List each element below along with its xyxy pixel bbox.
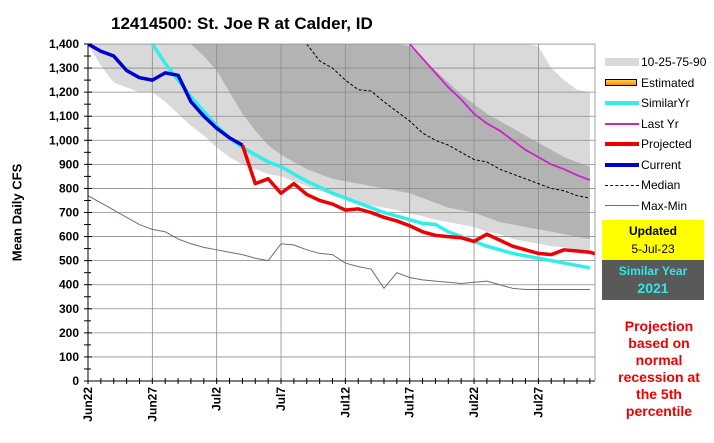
y-tick-label: 600 — [59, 230, 79, 244]
legend-item-estimated: Estimated — [605, 73, 706, 94]
median-line-icon — [605, 184, 639, 186]
y-tick-label: 1,400 — [49, 37, 79, 51]
x-tick-label: Jun27 — [145, 387, 159, 422]
x-tick-label: Jun22 — [81, 387, 95, 422]
legend-item-bands: 10-25-75-90 — [605, 52, 706, 73]
updated-date: 5-Jul-23 — [631, 242, 675, 256]
y-tick-label: 700 — [59, 206, 79, 220]
series-median — [306, 44, 590, 199]
y-tick-label: 100 — [59, 350, 79, 364]
maxmin-line-icon — [605, 205, 639, 207]
legend-item-maxmin: Max-Min — [605, 196, 706, 217]
current-line-icon — [605, 162, 639, 167]
legend-item-median: Median — [605, 175, 706, 196]
chart-title: 12414500: St. Joe R at Calder, ID — [111, 14, 373, 33]
legend: 10-25-75-90 Estimated SimilarYr Last Yr … — [605, 52, 706, 216]
similar-year-box: Similar Year 2021 — [602, 260, 704, 300]
series-projected — [240, 144, 595, 257]
series-current — [88, 44, 244, 147]
y-tick-label: 1,200 — [49, 85, 79, 99]
projected-line-icon — [605, 142, 639, 147]
y-tick-label: 800 — [59, 181, 79, 195]
x-tick-label: Jul27 — [531, 387, 545, 418]
estimated-swatch-icon — [605, 79, 637, 87]
series-last-yr — [409, 44, 591, 181]
y-axis-label: Mean Daily CFS — [9, 163, 25, 262]
x-tick-label: Jul12 — [338, 387, 352, 418]
updated-box: Updated 5-Jul-23 — [602, 220, 704, 260]
y-tick-label: 200 — [59, 326, 79, 340]
updated-label: Updated — [629, 224, 677, 238]
y-tick-label: 0 — [72, 374, 79, 388]
y-tick-label: 900 — [59, 157, 79, 171]
similar-line-icon — [605, 101, 639, 106]
y-tick-label: 1,100 — [49, 109, 79, 123]
legend-item-similaryr: SimilarYr — [605, 93, 706, 114]
lastyr-line-icon — [605, 122, 639, 125]
legend-item-lastyr: Last Yr — [605, 114, 706, 135]
similar-year-label: Similar Year — [618, 264, 688, 278]
x-tick-label: Jul2 — [210, 387, 224, 411]
legend-item-projected: Projected — [605, 134, 706, 155]
y-tick-label: 1,000 — [49, 133, 79, 147]
legend-item-current: Current — [605, 155, 706, 176]
projection-note: Projection based on normal recession at … — [618, 318, 700, 419]
y-tick-label: 500 — [59, 254, 79, 268]
similar-year-value: 2021 — [637, 280, 669, 296]
y-tick-label: 400 — [59, 278, 79, 292]
series-max-min — [88, 195, 590, 291]
y-tick-label: 300 — [59, 302, 79, 316]
plot-area — [88, 44, 595, 381]
x-tick-label: Jul7 — [274, 387, 288, 411]
band-swatch-icon — [605, 58, 639, 67]
x-tick-label: Jul17 — [403, 387, 417, 418]
y-tick-label: 1,300 — [49, 61, 79, 75]
x-tick-label: Jul22 — [467, 387, 481, 418]
